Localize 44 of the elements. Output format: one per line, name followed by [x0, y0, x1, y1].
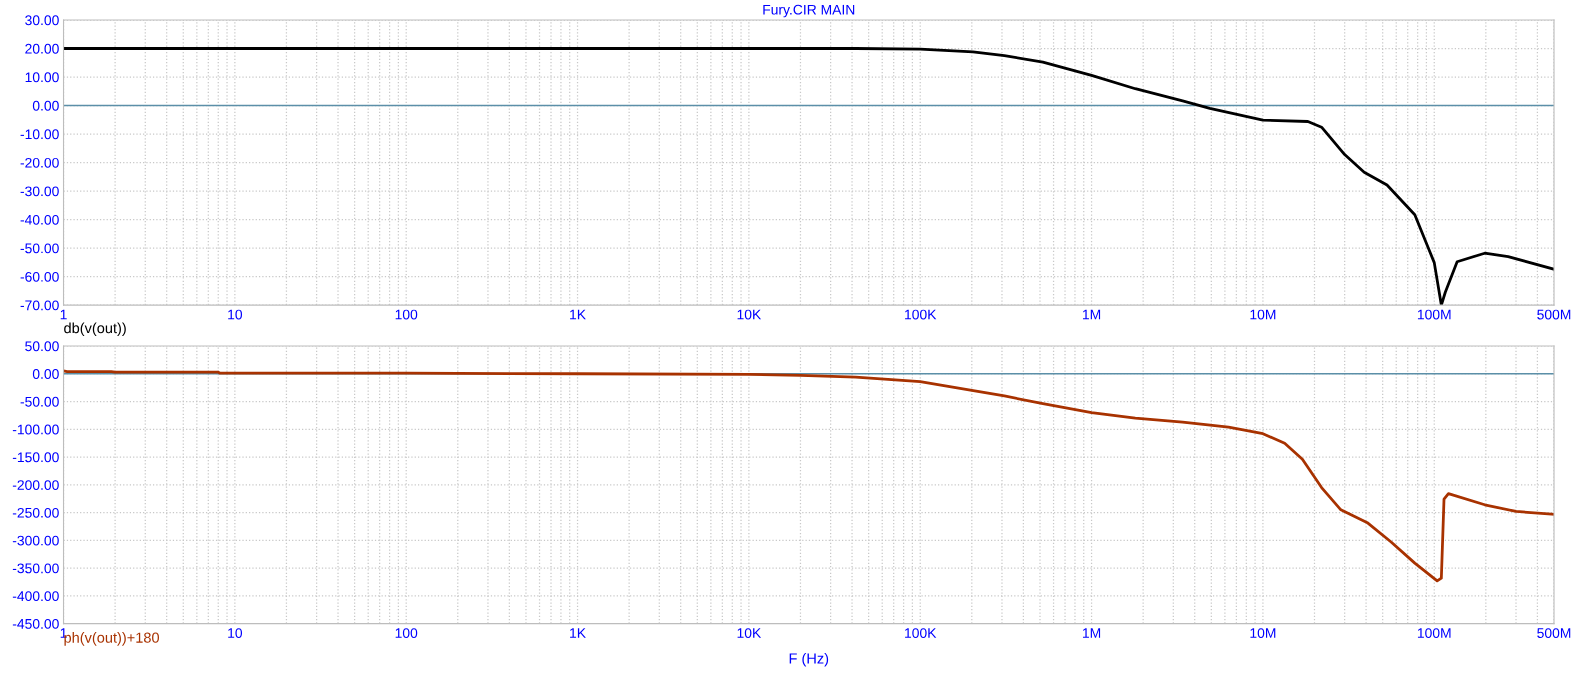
- x-tick-label: 1M: [1082, 309, 1101, 320]
- y-tick-label: -400.00: [12, 591, 59, 602]
- x-tick-label: 10K: [737, 628, 762, 638]
- y-tick-label: 0.00: [32, 100, 59, 111]
- x-tick-label: 1M: [1082, 628, 1101, 638]
- x-tick-label: 100: [395, 309, 418, 320]
- y-tick-label: 30.00: [25, 15, 59, 26]
- y-tick-label: -250.00: [12, 507, 59, 518]
- y-tick-label: -30.00: [20, 186, 59, 197]
- x-tick-label: 10: [228, 309, 243, 320]
- y-tick-label: 20.00: [25, 43, 59, 54]
- y-tick-label: -40.00: [20, 214, 59, 225]
- x-axis-title: F (Hz): [789, 652, 829, 667]
- y-tick-label: -100.00: [12, 424, 59, 435]
- x-tick-label: 10: [228, 628, 243, 638]
- x-tick-label: 500M: [1537, 309, 1571, 320]
- x-tick-label: 10M: [1250, 628, 1276, 638]
- y-tick-label: -450.00: [12, 618, 59, 629]
- x-tick-label: 1K: [570, 309, 586, 320]
- y-tick-label: -60.00: [20, 271, 59, 282]
- x-tick-label: 100: [395, 628, 418, 638]
- y-tick-label: -10.00: [20, 129, 59, 140]
- text: db(v(out)): [64, 322, 126, 337]
- y-tick-label: 0.00: [32, 369, 59, 379]
- y-tick-label: -350.00: [12, 563, 59, 574]
- y-tick-label: -70.00: [20, 300, 59, 311]
- y-tick-label: -150.00: [12, 452, 59, 463]
- y-tick-label: 50.00: [25, 341, 59, 352]
- x-tick-label: 500M: [1537, 628, 1571, 638]
- x-tick-label: 1K: [570, 628, 586, 638]
- y-tick-label: -50.00: [20, 243, 59, 254]
- x-tick-label: 100M: [1417, 309, 1451, 320]
- x-tick-label: 1: [60, 309, 67, 320]
- chart-title: Fury.CIR MAIN: [763, 4, 855, 18]
- x-tick-label: 100K: [905, 309, 937, 320]
- x-tick-label: 10K: [737, 309, 762, 320]
- y-tick-label: -50.00: [20, 396, 59, 407]
- x-tick-label: 100K: [905, 628, 937, 638]
- x-tick-label: 100M: [1417, 628, 1451, 638]
- y-tick-label: -300.00: [12, 535, 59, 546]
- y-tick-label: -20.00: [20, 157, 59, 168]
- y-tick-label: 10.00: [25, 72, 59, 83]
- x-tick-label: 10M: [1250, 309, 1276, 320]
- y-tick-label: -200.00: [12, 480, 59, 490]
